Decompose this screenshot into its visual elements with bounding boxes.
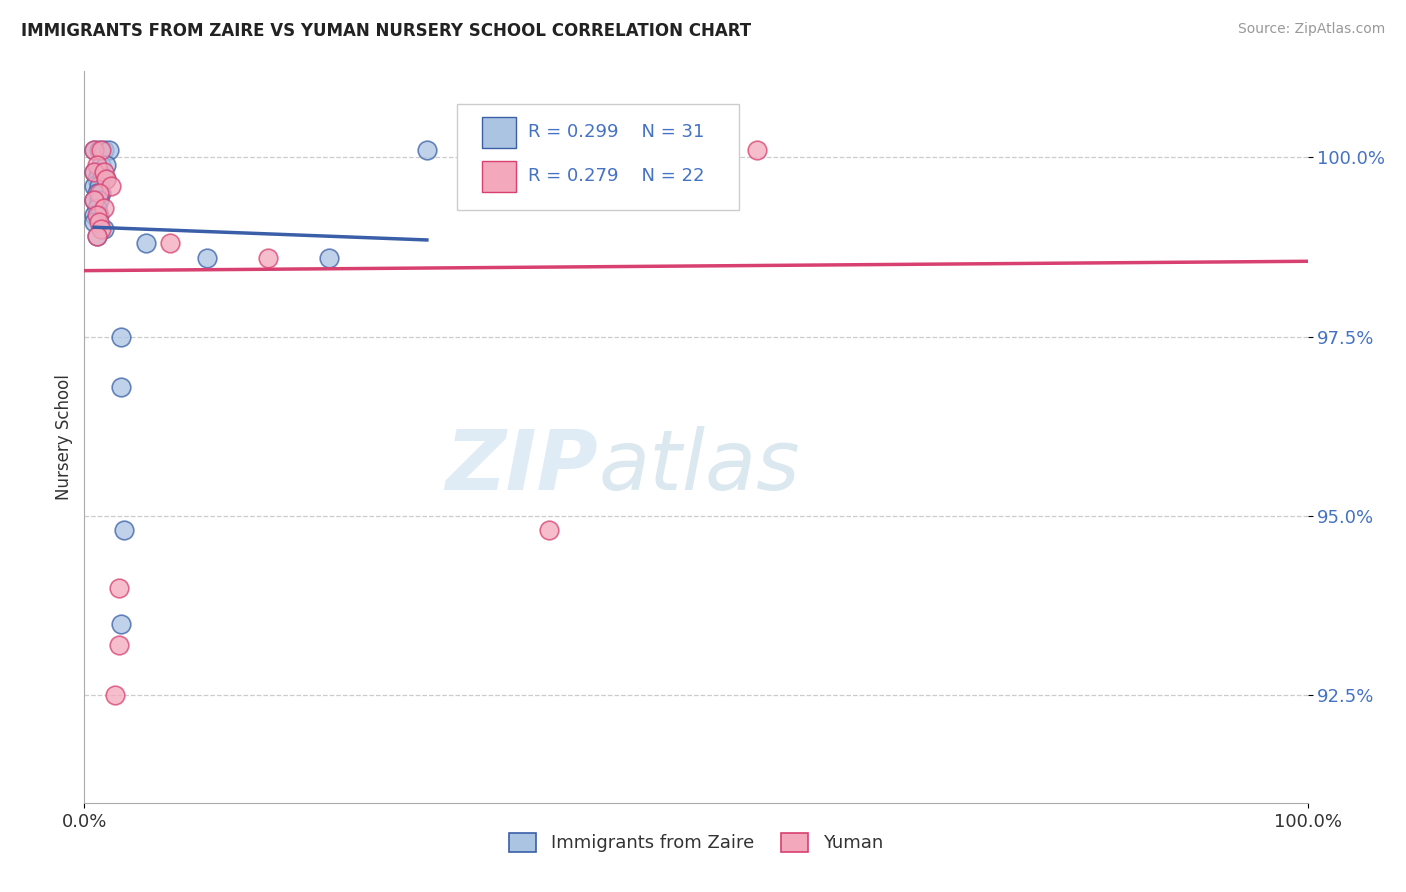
Point: [90, 158, 112, 172]
Point: [87, 194, 110, 208]
Point: [96, 172, 118, 186]
Point: [747, 143, 769, 157]
Point: [159, 236, 181, 251]
Point: [93, 165, 115, 179]
Point: [83, 165, 105, 179]
Point: [112, 524, 135, 538]
Text: R = 0.299    N = 31: R = 0.299 N = 31: [529, 123, 704, 141]
Point: [110, 380, 132, 394]
Point: [86, 208, 108, 222]
Point: [96, 158, 118, 172]
Point: [83, 194, 105, 208]
Point: [135, 236, 157, 251]
Point: [83, 208, 105, 222]
Point: [100, 179, 122, 194]
Point: [318, 251, 340, 265]
Point: [86, 229, 108, 244]
Point: [86, 186, 108, 201]
Point: [83, 179, 105, 194]
Point: [87, 186, 110, 201]
Point: [90, 186, 112, 201]
Point: [96, 172, 118, 186]
Legend: Immigrants from Zaire, Yuman: Immigrants from Zaire, Yuman: [502, 826, 890, 860]
Point: [110, 329, 132, 343]
Point: [87, 179, 110, 194]
Point: [86, 172, 108, 186]
FancyBboxPatch shape: [482, 118, 516, 148]
Point: [97, 143, 120, 157]
Point: [104, 688, 127, 702]
Point: [195, 251, 218, 265]
Point: [93, 201, 115, 215]
Point: [107, 581, 129, 595]
Text: ZIP: ZIP: [446, 425, 598, 507]
Point: [90, 172, 112, 186]
Point: [93, 143, 115, 157]
Point: [538, 524, 561, 538]
Point: [83, 143, 105, 157]
Point: [83, 215, 105, 229]
Point: [83, 143, 105, 157]
Point: [87, 215, 110, 229]
Point: [86, 158, 108, 172]
Y-axis label: Nursery School: Nursery School: [55, 374, 73, 500]
Point: [257, 251, 280, 265]
Point: [110, 616, 132, 631]
Text: R = 0.279    N = 22: R = 0.279 N = 22: [529, 167, 704, 185]
Point: [86, 229, 108, 244]
Point: [86, 201, 108, 215]
FancyBboxPatch shape: [482, 161, 516, 192]
Point: [83, 165, 105, 179]
Point: [107, 638, 129, 652]
Point: [90, 143, 112, 157]
Text: Source: ZipAtlas.com: Source: ZipAtlas.com: [1237, 22, 1385, 37]
Point: [416, 143, 439, 157]
FancyBboxPatch shape: [457, 104, 738, 211]
Point: [83, 194, 105, 208]
Text: atlas: atlas: [598, 425, 800, 507]
Text: IMMIGRANTS FROM ZAIRE VS YUMAN NURSERY SCHOOL CORRELATION CHART: IMMIGRANTS FROM ZAIRE VS YUMAN NURSERY S…: [21, 22, 751, 40]
Point: [87, 208, 110, 222]
Point: [90, 222, 112, 236]
Point: [586, 143, 609, 157]
Point: [93, 222, 115, 236]
Point: [87, 143, 110, 157]
Point: [87, 165, 110, 179]
